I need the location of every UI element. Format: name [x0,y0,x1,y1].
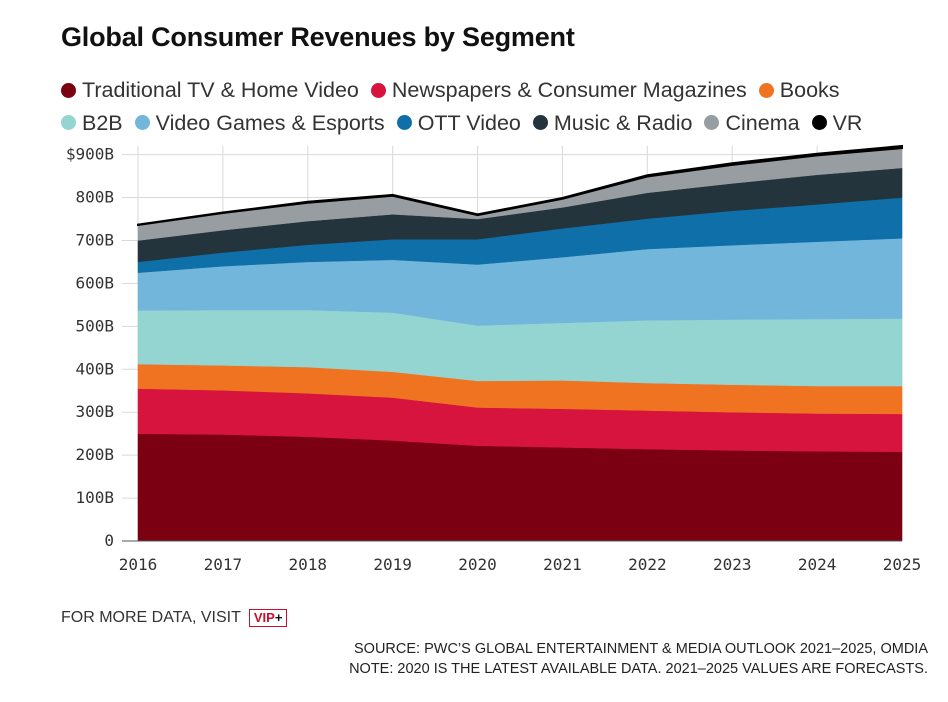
y-tick-label: 200B [75,445,114,464]
legend-label: Newspapers & Consumer Magazines [391,78,747,102]
area-layer [137,144,903,542]
legend-swatch [61,115,76,130]
legend-item: B2B [61,107,123,139]
y-tick-label: 500B [75,316,114,335]
y-tick-label: $900B [66,145,114,164]
legend-swatch [61,82,76,98]
x-tick-label: 2023 [713,555,752,574]
legend-swatch [758,82,774,98]
vip-plus-logo[interactable]: VIP+ [248,609,288,627]
legend-swatch [370,82,386,98]
y-tick-label: 400B [75,359,114,378]
area-chart: 0 100B 200B 300B 400B 500B 600B 700B 800B $900B 20… [66,144,921,574]
legend-swatch [811,115,827,130]
legend-label: B2B [82,110,123,135]
x-tick-label: 2018 [289,555,328,574]
source-notes: SOURCE: PWC’S GLOBAL ENTERTAINMENT & MED… [349,639,928,679]
legend-item: Traditional TV & Home Video [61,74,359,106]
more-data-label: FOR MORE DATA, VISIT [61,609,241,626]
legend-swatch [396,115,412,130]
y-tick-label: 0 [104,531,114,550]
legend-item: OTT Video [396,107,521,139]
legend-item: VR [811,107,863,139]
legend-label: OTT Video [417,110,521,135]
source-line: SOURCE: PWC’S GLOBAL ENTERTAINMENT & MED… [354,641,928,657]
legend-label: Video Games & Esports [155,110,385,135]
x-tick-label: 2016 [119,555,158,574]
chart-title: Global Consumer Revenues by Segment [61,22,575,52]
legend-item: Music & Radio [532,107,693,139]
legend-label: Music & Radio [553,110,693,135]
vip-logo-text: VIP [253,610,275,625]
note-line: NOTE: 2020 IS THE LATEST AVAILABLE DATA.… [349,661,928,677]
legend-label: Books [779,78,840,102]
x-tick-label: 2025 [883,555,922,574]
axis-layer: 0 100B 200B 300B 400B 500B 600B 700B 800B $900B 20… [66,145,921,574]
legend-label: Traditional TV & Home Video [82,78,359,102]
more-data-link-row: FOR MORE DATA, VISIT VIP+ [61,609,288,627]
vip-logo-plus: + [274,610,283,625]
x-tick-label: 2019 [373,555,412,574]
y-tick-label: 100B [75,488,114,507]
legend-swatch [704,115,720,130]
x-tick-label: 2017 [204,555,243,574]
y-tick-label: 800B [75,188,114,207]
x-tick-label: 2024 [798,555,837,574]
y-tick-label: 300B [75,402,114,421]
legend-swatch [134,115,150,130]
y-tick-label: 700B [75,230,114,249]
legend-item: Video Games & Esports [134,107,385,139]
y-tick-label: 600B [75,273,114,292]
x-tick-label: 2022 [628,555,667,574]
legend-item: Cinema [704,107,800,139]
x-tick-label: 2021 [543,555,582,574]
legend-label: Cinema [725,110,800,135]
legend-item: Newspapers & Consumer Magazines [370,74,747,106]
area-series-vr [137,144,903,227]
legend-swatch [532,115,548,130]
legend-item: Books [758,74,840,106]
x-tick-label: 2020 [458,555,497,574]
legend-label: VR [832,110,863,135]
chart-legend: Traditional TV & Home Video Newspapers & … [61,74,921,139]
